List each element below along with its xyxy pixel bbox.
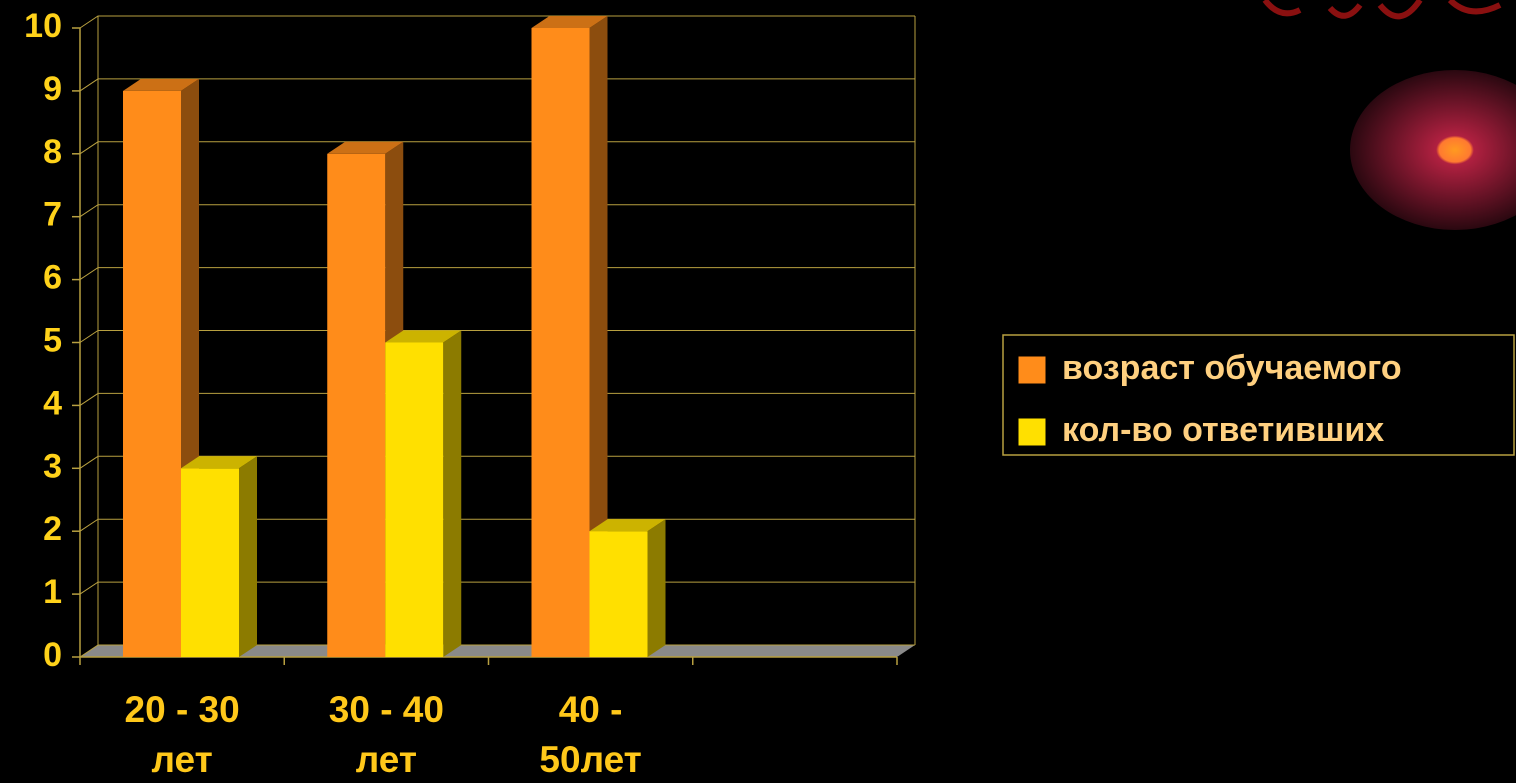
bar-front [181,468,239,657]
legend-label: возраст обучаемого [1062,349,1402,387]
bar [531,16,608,657]
y-tick-label: 8 [43,133,62,171]
bar-top [385,330,462,343]
y-tick-label: 7 [43,196,62,234]
grid-segment [79,330,915,343]
y-tick-label: 3 [43,447,62,485]
bar-side [647,519,666,657]
bar-side [589,16,608,657]
bar-side [239,456,257,657]
decor-orb [1350,70,1516,230]
y-tick-label: 4 [43,384,62,422]
bar [589,519,666,657]
grid-segment [79,267,915,281]
bar-top [123,78,199,91]
bar-top [531,16,608,28]
grid-line [79,141,915,155]
bar-front [123,90,181,657]
grid-segment [79,392,915,406]
y-tick-label: 6 [43,259,62,297]
y-tick-label: 2 [43,510,62,548]
legend-box [1002,334,1515,456]
x-tick-label: 40 - 50лет [539,689,642,780]
grid-line [79,204,915,218]
bar [385,330,462,657]
grid-line [79,15,915,29]
grid-line [79,330,915,343]
grid-segment [79,78,915,92]
bar [181,456,257,657]
grid-line [79,392,915,406]
legend-swatch [1017,417,1047,447]
x-tick-label: 30 - 40 лет [328,689,444,780]
legend-label: кол-во ответивших [1062,411,1384,449]
bar-top [589,519,666,532]
bar-front [327,153,386,658]
y-tick-label: 5 [43,321,62,359]
bar-side [443,330,462,657]
grid-segment [79,455,915,469]
y-tick-label: 10 [24,7,62,45]
grid-segment [79,204,915,218]
floor [80,645,915,657]
bar-top [181,456,257,469]
grid-line [79,455,915,469]
grid-segment [79,141,915,155]
y-tick-label: 9 [43,70,62,108]
grid-line [79,78,915,92]
bar-front [589,531,648,657]
grid-line [79,267,915,281]
bar-front [531,28,590,657]
x-tick-label: 20 - 30 лет [124,689,240,780]
y-tick-label: 0 [43,636,62,674]
grid-segment [79,15,915,29]
legend-swatch [1017,355,1047,385]
bar-front [385,342,444,657]
decor-curve [1262,0,1502,20]
y-tick-label: 1 [43,573,62,611]
bar-top [327,141,404,154]
